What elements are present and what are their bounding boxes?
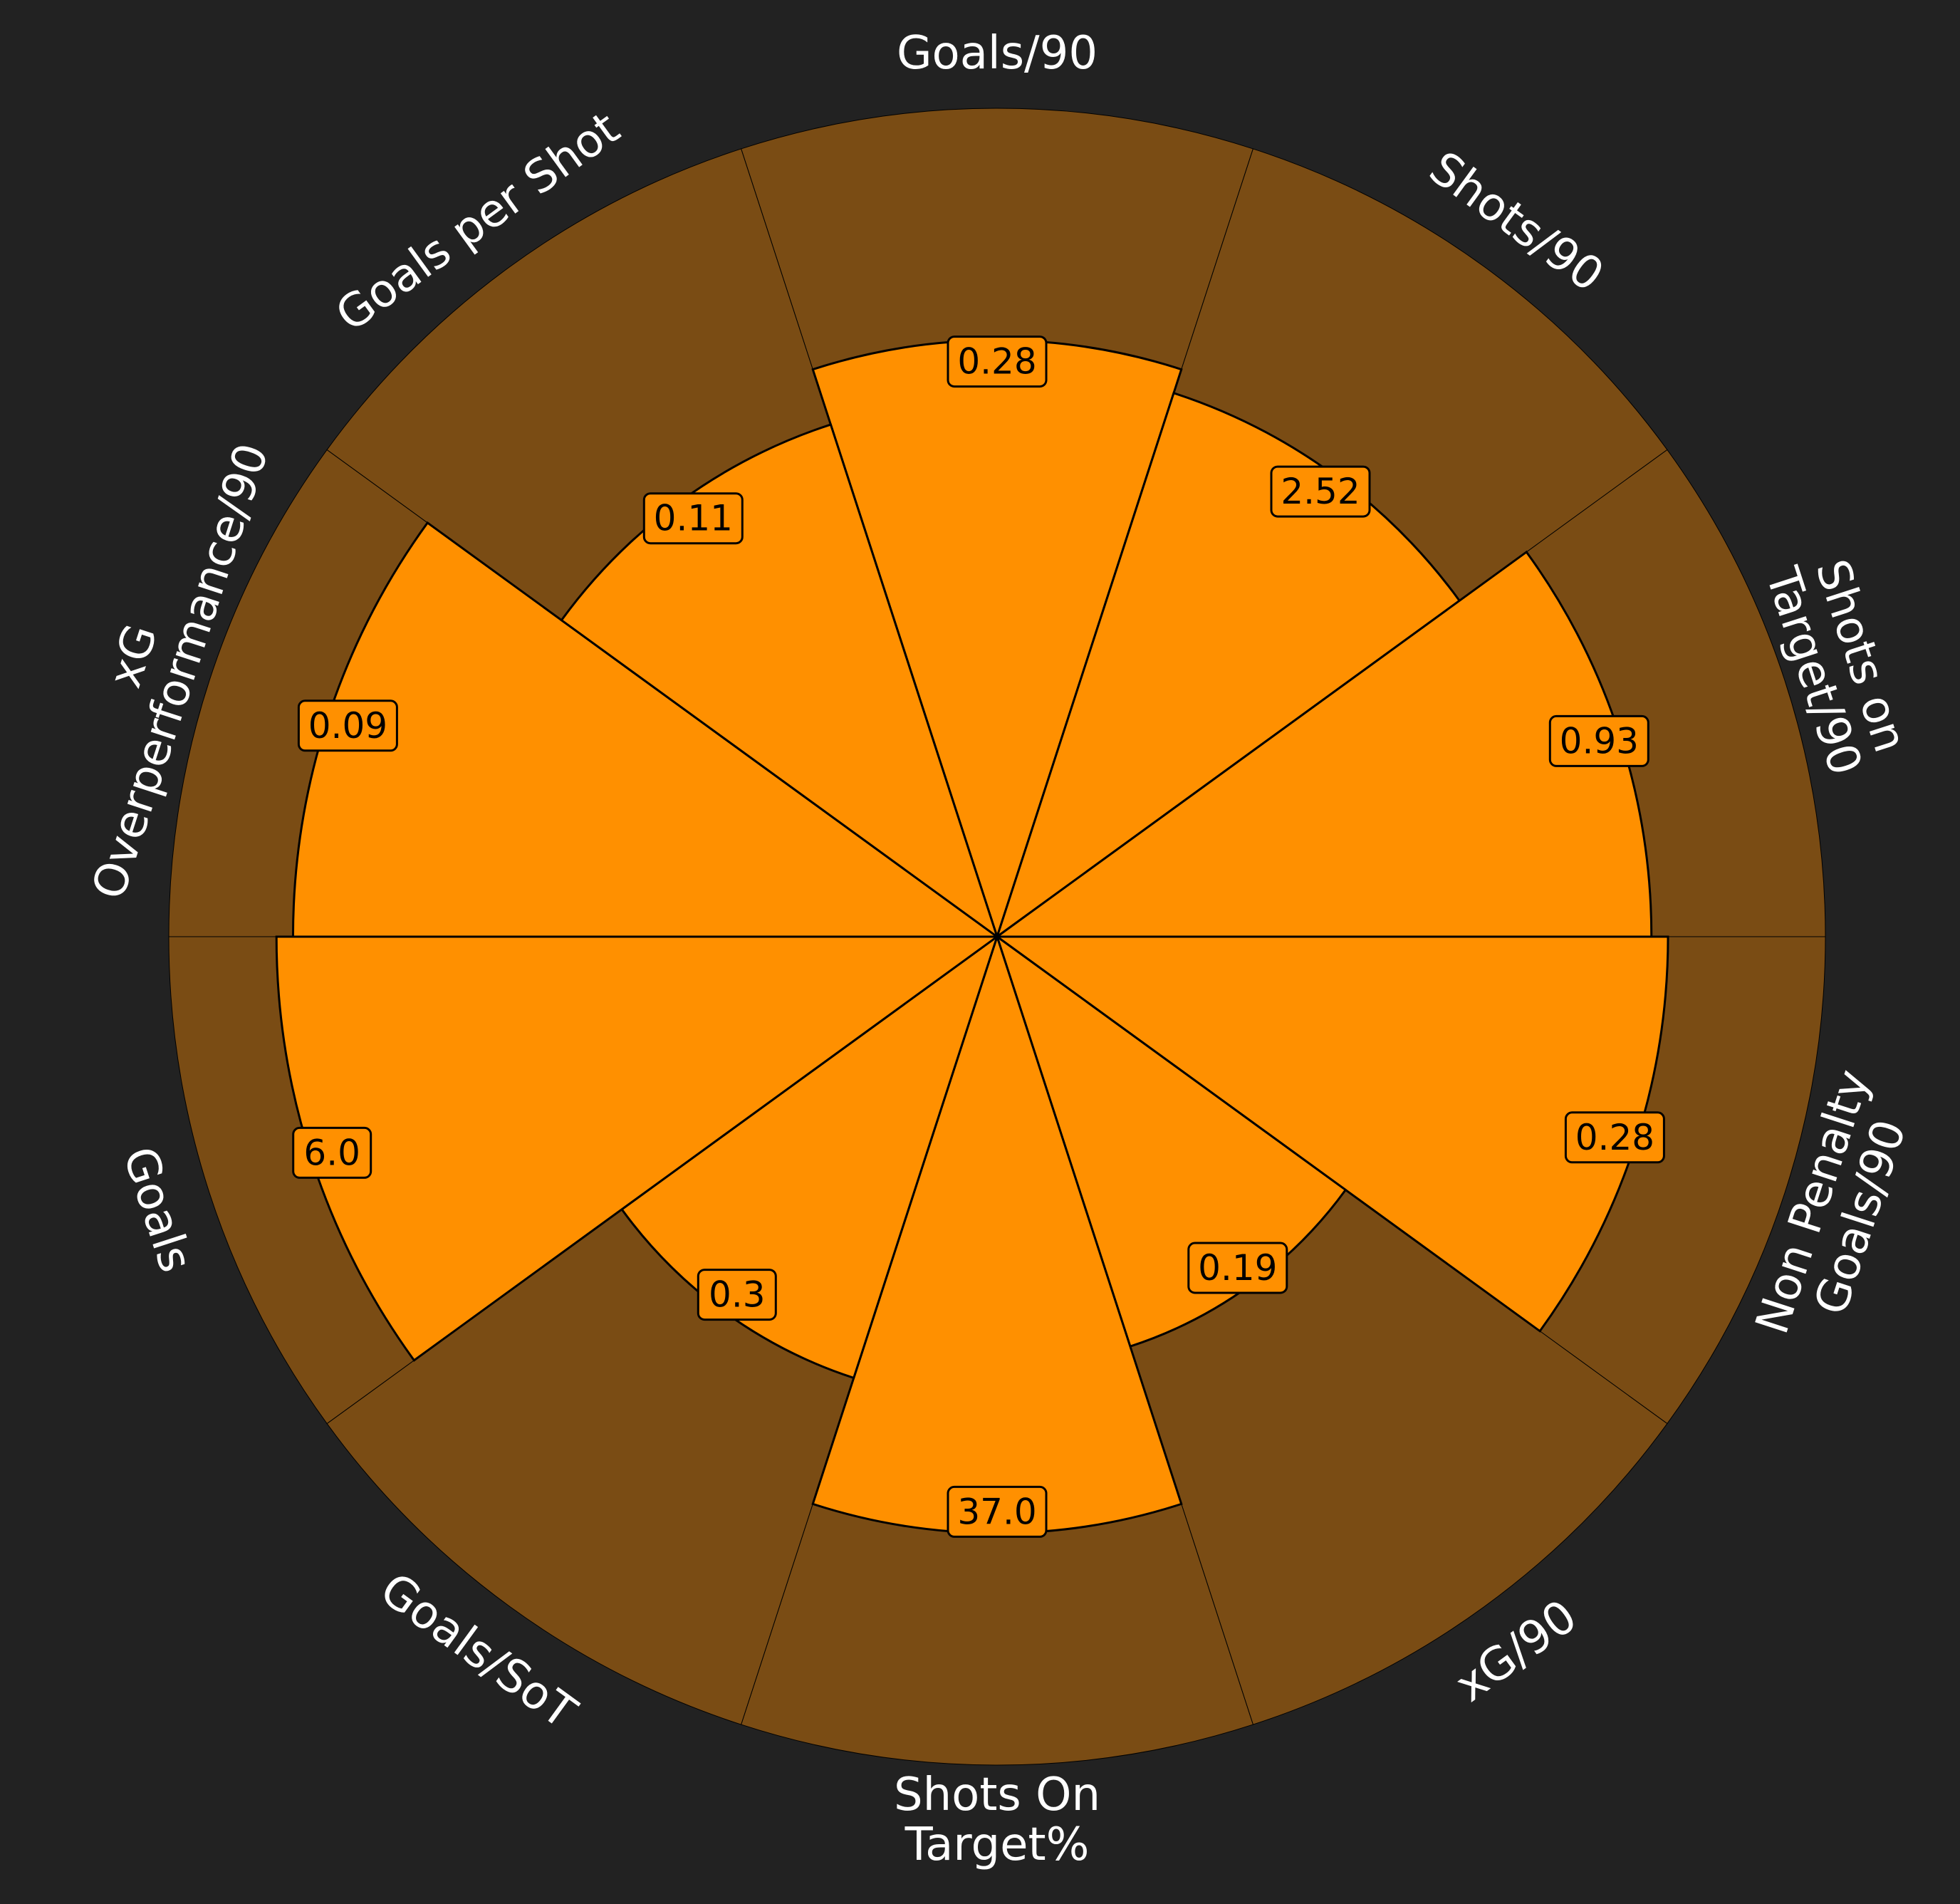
value-box — [947, 335, 1048, 388]
value-text: 0.3 — [709, 1274, 766, 1316]
value-box — [297, 699, 398, 752]
value-labels: 0.28 2.52 0.93 0.28 0.19 37.0 0.3 6.0 0.09 0.11 — [292, 335, 1665, 1538]
value-label-goals-90: 0.28 — [947, 335, 1048, 388]
value-label-goals-per-shot: 0.11 — [642, 492, 744, 545]
value-box — [1548, 714, 1649, 767]
value-label-xg-90: 0.19 — [1187, 1242, 1288, 1294]
value-box — [947, 1485, 1048, 1538]
value-box — [642, 492, 744, 545]
value-label-shots-on-target: 37.0 — [947, 1485, 1048, 1538]
value-box — [1564, 1111, 1665, 1164]
value-label-goals: 6.0 — [292, 1126, 372, 1179]
value-text: 0.93 — [1560, 720, 1639, 761]
value-label-goals-sot: 0.3 — [697, 1269, 777, 1321]
value-label-xg-overperformance-90: 0.09 — [297, 699, 398, 752]
category-label-goals-90: Goals/90 — [897, 27, 1098, 80]
value-box — [1270, 465, 1371, 518]
value-text: 37.0 — [957, 1491, 1036, 1532]
bars — [275, 339, 1669, 1534]
value-text: 0.09 — [308, 705, 387, 746]
value-text: 6.0 — [303, 1132, 360, 1173]
value-text: 2.52 — [1281, 471, 1360, 512]
value-box — [292, 1126, 372, 1179]
value-label-non-penalty-goals-90: 0.28 — [1564, 1111, 1665, 1164]
value-label-shots-on-target-90: 0.93 — [1548, 714, 1649, 767]
value-label-shots-90: 2.52 — [1270, 465, 1371, 518]
value-box — [697, 1269, 777, 1321]
value-box — [1187, 1242, 1288, 1294]
category-label-shots-on-target: Shots On Target% — [894, 1769, 1100, 1871]
value-text: 0.11 — [654, 498, 733, 539]
value-text: 0.28 — [1575, 1117, 1654, 1158]
value-text: 0.28 — [957, 341, 1036, 383]
value-text: 0.19 — [1198, 1247, 1277, 1289]
